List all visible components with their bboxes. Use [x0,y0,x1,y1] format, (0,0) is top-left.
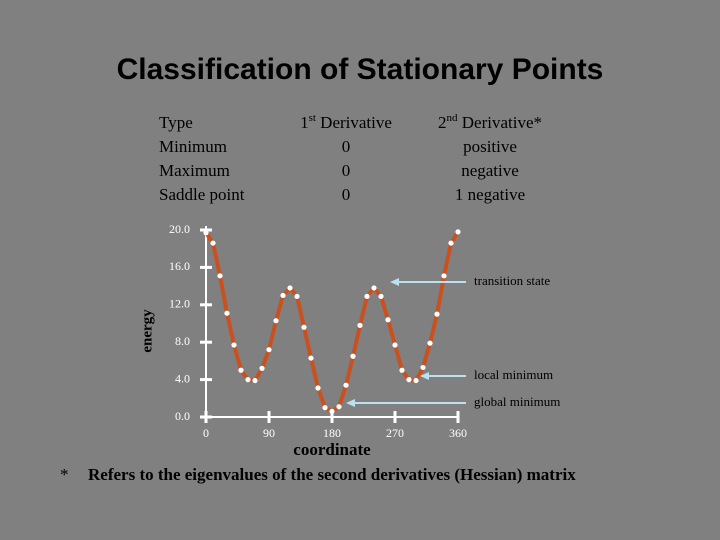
data-point [280,292,286,299]
column-header: 1st Derivative [300,112,392,132]
table-cell: negative [461,161,519,180]
table-cell: 0 [342,185,351,204]
data-point [441,273,447,279]
data-point [364,293,370,299]
x-tick-label: 360 [449,426,467,440]
header-text: 1 [300,113,309,132]
table-cell: Saddle point [159,185,245,204]
data-point [413,377,419,384]
data-point [399,367,405,373]
data-point [252,377,258,384]
y-axis-label: energy [139,309,155,353]
header-sup: st [309,112,316,124]
data-point [315,385,321,391]
table-cell: Minimum [159,137,227,156]
x-tick-label: 270 [386,426,404,440]
column-header: Type [159,113,193,132]
data-point [420,364,426,371]
y-tick-label: 12.0 [169,297,190,311]
x-tick-label: 90 [263,426,275,440]
data-point [231,342,237,348]
table-cell: 0 [342,137,351,156]
data-point [371,285,377,291]
data-point [329,408,335,414]
data-point [427,340,433,346]
x-axis-label: coordinate [293,440,371,459]
data-point [294,293,300,299]
annotation: transition state [474,273,550,288]
data-point [301,324,307,330]
data-point [203,230,209,236]
footnote: Refers to the eigenvalues of the second … [88,465,576,484]
arrow-head [420,372,429,380]
data-point [350,353,356,359]
data-point [245,377,251,383]
arrow-head [390,278,399,286]
header-text: 2 [438,113,447,132]
y-tick-label: 0.0 [175,409,190,423]
data-point [455,229,461,235]
data-point [434,311,440,317]
data-point [392,342,398,348]
x-tick-label: 0 [203,426,209,440]
header-text: Derivative [316,113,392,132]
data-point [224,310,230,316]
table-cell: 1 negative [455,185,525,204]
y-tick-label: 8.0 [175,334,190,348]
data-point [406,377,412,383]
data-point [210,240,216,246]
y-tick-label: 16.0 [169,259,190,273]
footnote-marker: * [60,465,69,484]
data-point [385,317,391,323]
slide-title: Classification of Stationary Points [117,53,604,86]
data-point [343,382,349,388]
data-point [357,322,363,328]
data-point [448,240,454,246]
annotation: local minimum [474,367,553,382]
table-cell: positive [463,137,517,156]
table: Type 1st Derivative 2nd Derivative* [159,112,542,132]
table-cell: 0 [342,161,351,180]
annotation: global minimum [474,394,560,409]
data-point [287,285,293,291]
data-point [259,365,265,371]
x-tick-label: 180 [323,426,341,440]
data-point [238,367,244,373]
y-tick-label: 4.0 [175,371,190,385]
table-cell: Maximum [159,161,230,180]
data-point [308,355,314,361]
column-header: 2nd Derivative* [438,112,542,132]
data-point [266,347,272,353]
data-point [217,273,223,279]
header-sup: nd [447,112,459,124]
data-point [336,404,342,410]
arrow-head [346,399,355,407]
data-line [204,230,460,414]
data-point [378,293,384,299]
header-text: Derivative* [458,113,543,132]
y-tick-label: 20.0 [169,222,190,236]
data-point [273,318,279,324]
data-point [322,405,328,411]
